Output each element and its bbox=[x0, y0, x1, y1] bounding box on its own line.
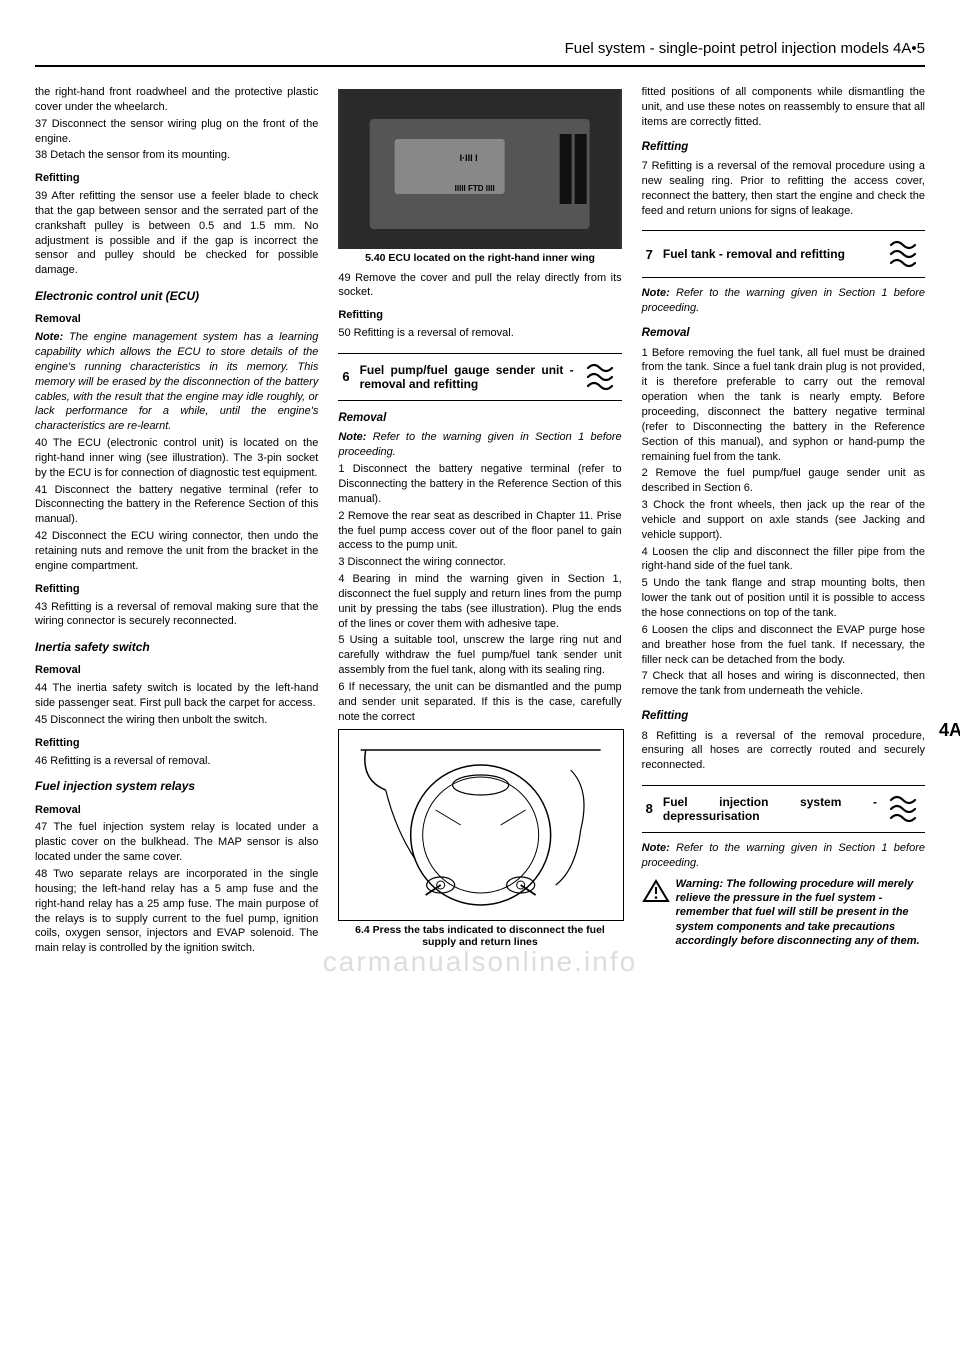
note-text: Note: Refer to the warning given in Sect… bbox=[338, 430, 621, 460]
body-text: 41 Disconnect the battery negative termi… bbox=[35, 483, 318, 528]
body-text: 39 After refitting the sensor use a feel… bbox=[35, 189, 318, 278]
note-label: Note: bbox=[338, 431, 366, 443]
body-text: 40 The ECU (electronic control unit) is … bbox=[35, 436, 318, 481]
relays-heading: Fuel injection system relays bbox=[35, 778, 318, 794]
body-text: 8 Refitting is a reversal of the removal… bbox=[642, 729, 925, 774]
column-1: the right-hand front roadwheel and the p… bbox=[35, 85, 318, 958]
body-text: 5 Undo the tank flange and strap mountin… bbox=[642, 576, 925, 621]
section-7-header: 7 Fuel tank - removal and refitting bbox=[642, 230, 925, 278]
section-number: 7 bbox=[646, 246, 653, 264]
body-text: the right-hand front roadwheel and the p… bbox=[35, 85, 318, 115]
svg-text:IIIII FTD IIII: IIIII FTD IIII bbox=[455, 184, 495, 193]
refitting-heading: Refitting bbox=[35, 171, 318, 186]
body-text: 46 Refitting is a reversal of removal. bbox=[35, 754, 318, 769]
section-number: 6 bbox=[342, 368, 349, 386]
body-text: 1 Disconnect the battery negative termin… bbox=[338, 462, 621, 507]
note-body: Refer to the warning given in Section 1 … bbox=[642, 287, 925, 314]
note-body: Refer to the warning given in Section 1 … bbox=[642, 842, 925, 869]
note-text: Note: The engine management system has a… bbox=[35, 330, 318, 434]
body-text: 44 The inertia safety switch is located … bbox=[35, 681, 318, 711]
difficulty-icon bbox=[584, 360, 618, 394]
note-label: Note: bbox=[642, 287, 670, 299]
body-text: fitted positions of all components while… bbox=[642, 85, 925, 130]
page-header: Fuel system - single-point petrol inject… bbox=[35, 40, 925, 67]
body-text: 1 Before removing the fuel tank, all fue… bbox=[642, 346, 925, 465]
section-title: Fuel pump/fuel gauge sender unit - remov… bbox=[360, 363, 574, 392]
refitting-heading: Refitting bbox=[338, 308, 621, 323]
refitting-heading: Refitting bbox=[642, 709, 925, 725]
removal-heading: Removal bbox=[35, 663, 318, 678]
inertia-heading: Inertia safety switch bbox=[35, 639, 318, 655]
ecu-photo-svg: I·III I IIIII FTD IIII bbox=[338, 89, 621, 249]
note-label: Note: bbox=[35, 331, 63, 343]
body-text: 47 The fuel injection system relay is lo… bbox=[35, 820, 318, 865]
column-3: fitted positions of all components while… bbox=[642, 85, 925, 958]
column-2: I·III I IIIII FTD IIII 5.40 ECU located … bbox=[338, 85, 621, 958]
body-text: 4 Loosen the clip and disconnect the fil… bbox=[642, 545, 925, 575]
content-columns: the right-hand front roadwheel and the p… bbox=[35, 85, 925, 958]
body-text: 37 Disconnect the sensor wiring plug on … bbox=[35, 117, 318, 147]
removal-heading: Removal bbox=[338, 411, 621, 427]
body-text: 45 Disconnect the wiring then unbolt the… bbox=[35, 713, 318, 728]
section-8-header: 8 Fuel injection system - depressurisati… bbox=[642, 785, 925, 833]
refitting-heading: Refitting bbox=[35, 582, 318, 597]
warning-text: Warning: The following procedure will me… bbox=[676, 877, 925, 948]
body-text: 49 Remove the cover and pull the relay d… bbox=[338, 271, 621, 301]
body-text: 42 Disconnect the ECU wiring connector, … bbox=[35, 529, 318, 574]
body-text: 48 Two separate relays are incorporated … bbox=[35, 867, 318, 956]
chapter-tab: 4A bbox=[939, 720, 960, 741]
note-text: Note: Refer to the warning given in Sect… bbox=[642, 841, 925, 871]
ecu-photo: I·III I IIIII FTD IIII bbox=[338, 89, 621, 249]
figure-caption: 5.40 ECU located on the right-hand inner… bbox=[338, 252, 621, 265]
figure-caption: 6.4 Press the tabs indicated to disconne… bbox=[338, 924, 621, 949]
section-title: Fuel tank - removal and refitting bbox=[663, 247, 877, 261]
body-text: 3 Chock the front wheels, then jack up t… bbox=[642, 498, 925, 543]
body-text: 3 Disconnect the wiring connector. bbox=[338, 555, 621, 570]
body-text: 38 Detach the sensor from its mounting. bbox=[35, 148, 318, 163]
body-text: 50 Refitting is a reversal of removal. bbox=[338, 326, 621, 341]
note-text: Note: Refer to the warning given in Sect… bbox=[642, 286, 925, 316]
section-6-header: 6 Fuel pump/fuel gauge sender unit - rem… bbox=[338, 353, 621, 401]
body-text: 6 If necessary, the unit can be dismantl… bbox=[338, 680, 621, 725]
svg-text:I·III I: I·III I bbox=[460, 153, 478, 163]
removal-heading: Removal bbox=[35, 312, 318, 327]
note-body: Refer to the warning given in Section 1 … bbox=[338, 431, 621, 458]
difficulty-icon bbox=[887, 792, 921, 826]
body-text: 43 Refitting is a reversal of removal ma… bbox=[35, 600, 318, 630]
removal-heading: Removal bbox=[642, 326, 925, 342]
fuel-pump-svg bbox=[339, 730, 622, 920]
removal-heading: Removal bbox=[35, 803, 318, 818]
body-text: 7 Refitting is a reversal of the removal… bbox=[642, 159, 925, 218]
body-text: 2 Remove the fuel pump/fuel gauge sender… bbox=[642, 466, 925, 496]
ecu-heading: Electronic control unit (ECU) bbox=[35, 288, 318, 304]
difficulty-icon bbox=[887, 237, 921, 271]
fuel-pump-diagram bbox=[338, 729, 623, 921]
warning-block: Warning: The following procedure will me… bbox=[642, 877, 925, 948]
section-title: Fuel injection system - depressurisation bbox=[663, 795, 877, 824]
body-text: 7 Check that all hoses and wiring is dis… bbox=[642, 669, 925, 699]
refitting-heading: Refitting bbox=[642, 140, 925, 156]
figure-6-4: 6.4 Press the tabs indicated to disconne… bbox=[338, 729, 621, 949]
body-text: 2 Remove the rear seat as described in C… bbox=[338, 509, 621, 554]
body-text: 4 Bearing in mind the warning given in S… bbox=[338, 572, 621, 631]
body-text: 5 Using a suitable tool, unscrew the lar… bbox=[338, 633, 621, 678]
figure-5-40: I·III I IIIII FTD IIII 5.40 ECU located … bbox=[338, 89, 621, 265]
refitting-heading: Refitting bbox=[35, 736, 318, 751]
body-text: 6 Loosen the clips and disconnect the EV… bbox=[642, 623, 925, 668]
warning-triangle-icon bbox=[642, 879, 670, 903]
note-label: Note: bbox=[642, 842, 670, 854]
section-number: 8 bbox=[646, 800, 653, 818]
note-body: The engine management system has a learn… bbox=[35, 331, 318, 432]
